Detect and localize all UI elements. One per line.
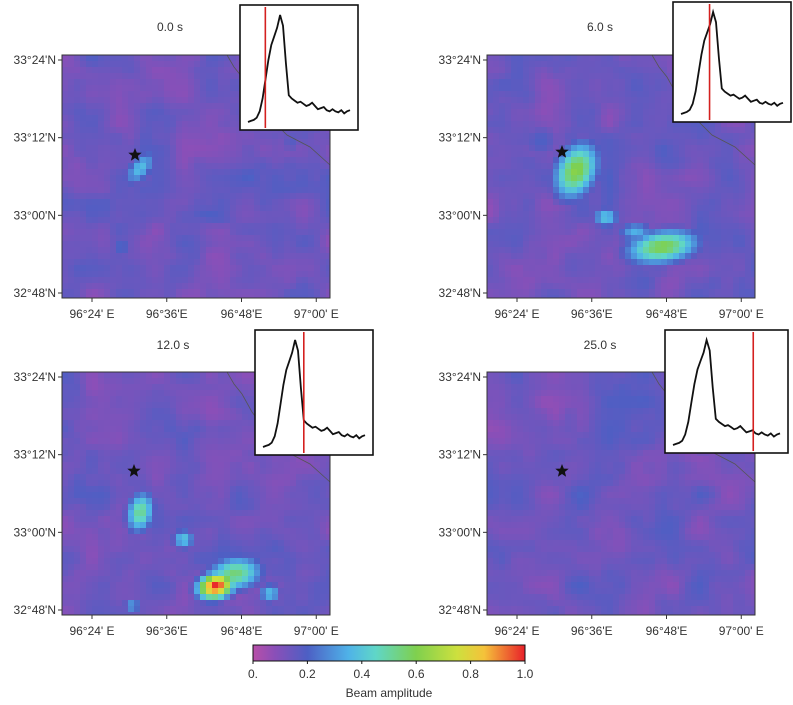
star-icon — [128, 148, 142, 161]
lat-label: 33°00'N — [14, 525, 56, 539]
beam-heatmap — [62, 372, 331, 616]
map-panel-4: 33°24'N 33°12'N 33°00'N 32°48'N 96°24' E 96°3… — [439, 329, 789, 638]
lat-label: 33°24'N — [439, 370, 481, 384]
beam-power-inset — [664, 329, 789, 454]
lon-label: 96°48'E — [221, 624, 263, 638]
lat-label: 33°12'N — [14, 448, 56, 462]
lat-label: 33°24'N — [439, 53, 481, 67]
time-label: 6.0 s — [587, 20, 613, 34]
map-frame — [61, 54, 331, 299]
lat-label: 33°00'N — [439, 208, 481, 222]
colorbar-tick-label: 0.2 — [299, 667, 316, 681]
beam-power-trace — [680, 8, 784, 115]
colorbar-title: Beam amplitude — [346, 686, 433, 700]
time-label: 0.0 s — [157, 20, 183, 34]
lon-label: 96°36'E — [571, 307, 613, 321]
map-panel-1: 33°24'N 33°12'N 33°00'N 32°48'N 96°24' E 96°3… — [14, 4, 359, 321]
lon-label: 97°00' E — [294, 307, 339, 321]
time-label: 25.0 s — [584, 338, 617, 352]
lat-label: 33°12'N — [14, 131, 56, 145]
lon-label: 96°24' E — [494, 624, 539, 638]
map-panel-3: 33°24'N 33°12'N 33°00'N 32°48'N 96°24' E 96°3… — [14, 329, 374, 638]
colorbar: 0. 0.2 0.4 0.6 0.8 1.0 Beam amplitude — [248, 644, 534, 700]
time-label: 12.0 s — [157, 338, 190, 352]
lon-label: 96°24' E — [69, 624, 114, 638]
colorbar-tick-label: 0.4 — [353, 667, 370, 681]
lat-label: 33°00'N — [14, 208, 56, 222]
lat-label: 33°24'N — [14, 53, 56, 67]
colorbar-tick-label: 1.0 — [517, 667, 534, 681]
map-frame — [486, 54, 756, 299]
colorbar-tick-label: 0. — [248, 667, 258, 681]
lon-label: 96°24' E — [494, 307, 539, 321]
lat-label: 32°48'N — [14, 603, 56, 617]
lon-label: 97°00' E — [719, 307, 764, 321]
colorbar-tick-label: 0.8 — [462, 667, 479, 681]
beam-power-inset — [239, 4, 359, 131]
lat-label: 32°48'N — [439, 603, 481, 617]
lat-label: 33°12'N — [439, 131, 481, 145]
lon-label: 96°48'E — [646, 624, 688, 638]
lon-label: 97°00' E — [294, 624, 339, 638]
lat-label: 33°24'N — [14, 370, 56, 384]
lon-label: 96°48'E — [221, 307, 263, 321]
star-icon — [555, 145, 569, 158]
lon-label: 96°36'E — [146, 624, 188, 638]
colorbar-gradient — [252, 644, 526, 662]
star-icon — [127, 464, 141, 477]
lon-label: 97°00' E — [719, 624, 764, 638]
lon-label: 96°24' E — [69, 307, 114, 321]
map-frame — [61, 371, 331, 616]
lat-label: 33°00'N — [439, 525, 481, 539]
lon-label: 96°36'E — [146, 307, 188, 321]
star-icon — [555, 464, 569, 477]
panels-layer: 33°24'N 33°12'N 33°00'N 32°48'N 96°24' E 96°3… — [14, 1, 792, 638]
lat-label: 32°48'N — [439, 286, 481, 300]
map-frame — [486, 371, 756, 616]
lon-label: 96°48'E — [646, 307, 688, 321]
colorbar-tick-label: 0.6 — [408, 667, 425, 681]
lat-label: 33°12'N — [439, 448, 481, 462]
map-panel-2: 33°24'N 33°12'N 33°00'N 32°48'N 96°24' E 96°3… — [439, 1, 792, 321]
lon-label: 96°36'E — [571, 624, 613, 638]
beam-power-inset — [254, 329, 374, 456]
beam-power-trace — [262, 339, 366, 448]
beam-power-inset — [672, 1, 792, 123]
lat-label: 32°48'N — [14, 286, 56, 300]
beam-power-trace — [672, 336, 781, 446]
